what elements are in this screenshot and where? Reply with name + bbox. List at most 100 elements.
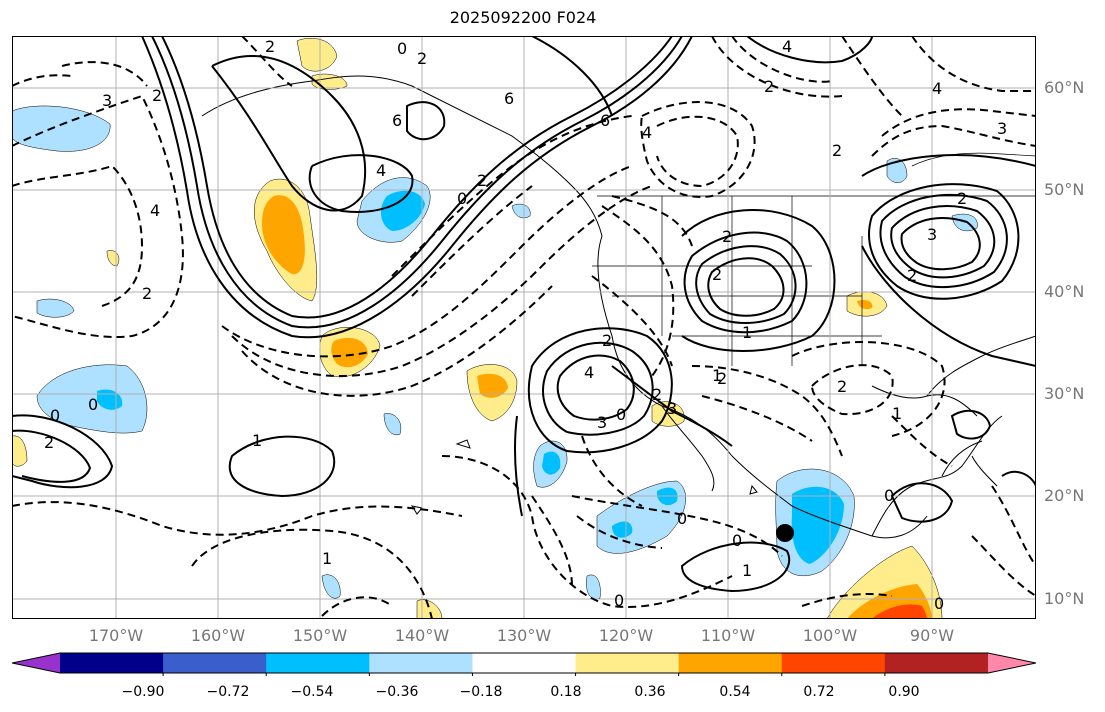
contour-label: 2 [152,86,162,105]
contour-label: 0 [614,591,624,610]
contour-label: 6 [504,89,514,108]
colorbar-tick-label: 0.54 [719,684,751,700]
contour-labels: 2 0 2 6 4 2 4 3 2 6 4 2 6 4 2 3 4 0 2 3 … [44,37,1007,613]
colorbar-segment [369,653,473,673]
colorbar-tick-label: −0.18 [459,684,503,700]
contour-label: 2 [957,189,967,208]
contour-label: 2 [907,266,917,285]
colorbar-tick-label: −0.54 [290,684,334,700]
contour-label: 0 [50,406,60,425]
shade-blue [612,521,633,538]
contour-label: 1 [892,404,902,423]
contour-label: 0 [732,531,742,550]
shade-light-blue [12,105,111,152]
contour-label: 1 [252,431,262,450]
contour-label: 3 [667,399,677,418]
colorbar-segment [575,653,680,673]
contour-label: 1 [322,549,332,568]
contour-label: 0 [677,509,687,528]
colorbar-tick-label: 0.90 [888,684,920,700]
map-panel: 2 0 2 6 4 2 4 3 2 6 4 2 6 4 2 3 4 0 2 3 … [12,36,1036,619]
location-marker [776,524,794,542]
shade-blue [791,486,844,564]
contour-label: 3 [927,225,937,244]
shade-light-yellow [12,435,28,467]
contour-label: 4 [376,161,386,180]
colorbar [12,652,1036,676]
contour-label: 2 [602,331,612,350]
map-title: 2025092200 F024 [449,8,597,27]
colorbar-segment [60,653,164,673]
colorbar-segment [678,653,783,673]
contour-label: 1 [742,323,752,342]
lon-label: 150°W [292,626,348,645]
lat-label: 20°N [1044,486,1085,505]
shade-blue [380,190,425,231]
shade-light-blue [511,203,531,219]
shade-light-blue [321,574,341,599]
lat-label: 40°N [1044,282,1085,301]
contour-label: 2 [142,284,152,303]
lon-label: 160°W [190,626,246,645]
contour-label: 4 [642,123,652,142]
colorbar-tick-label: 0.72 [803,684,835,700]
contour-label: 3 [102,91,112,110]
lon-label: 140°W [394,626,450,645]
contour-label: 2 [832,141,842,160]
contour-label: 2 [265,37,275,56]
contour-label: 4 [782,37,792,56]
contour-label: 4 [932,79,942,98]
contour-label: 0 [616,405,626,424]
lon-label: 100°W [802,626,858,645]
lon-label: 110°W [700,626,756,645]
contour-label: 6 [392,111,402,130]
contour-label: 2 [837,377,847,396]
shade-orange [262,195,305,275]
lon-label: 130°W [496,626,552,645]
shade-orange [331,337,368,368]
contour-label: 4 [150,201,160,220]
dashed-contours [12,36,1036,619]
contour-label: 0 [457,189,467,208]
contour-label: 1 [712,366,722,385]
contour-label: 0 [397,39,407,58]
contour-label: 1 [742,561,752,580]
colorbar-segment [472,653,577,673]
lat-label: 10°N [1044,589,1085,608]
shade-orange [477,373,508,398]
contour-label: 2 [717,369,727,388]
contour-label: 0 [88,395,98,414]
colorbar-segment [266,653,370,673]
shade-light-yellow [296,38,338,72]
lon-label: 170°W [88,626,144,645]
contour-label: 2 [722,227,732,246]
colorbar-segment [884,653,989,673]
colorbar-segment [163,653,267,673]
colorbar-tick-label: −0.72 [206,684,250,700]
colorbar-tick-label: 0.36 [634,684,666,700]
lat-label: 50°N [1044,180,1085,199]
shade-orange [857,299,873,310]
contour-label: 2 [712,265,722,284]
colorbar-tick-label: 0.18 [550,684,582,700]
shade-light-blue [586,574,601,600]
lat-label: 60°N [1044,78,1085,97]
colorbar-tick-label: −0.36 [375,684,419,700]
contour-label: 2 [652,385,662,404]
contour-label: 3 [597,413,607,432]
contour-label: 0 [934,594,944,613]
contour-label: 3 [997,119,1007,138]
contour-label: 2 [477,171,487,190]
contour-label: 6 [600,111,610,130]
shade-blue [542,451,561,475]
contour-label: 0 [884,486,894,505]
contour-label: 2 [417,49,427,68]
colorbar-tick-label: −0.90 [121,684,165,700]
lon-label: 120°W [598,626,654,645]
colorbar-extension-high [988,653,1036,673]
contour-label: 2 [44,433,54,452]
solid-contours [12,36,1036,593]
shade-red-orange [872,604,927,619]
shade-light-blue [886,158,908,183]
shade-light-blue [36,298,75,318]
